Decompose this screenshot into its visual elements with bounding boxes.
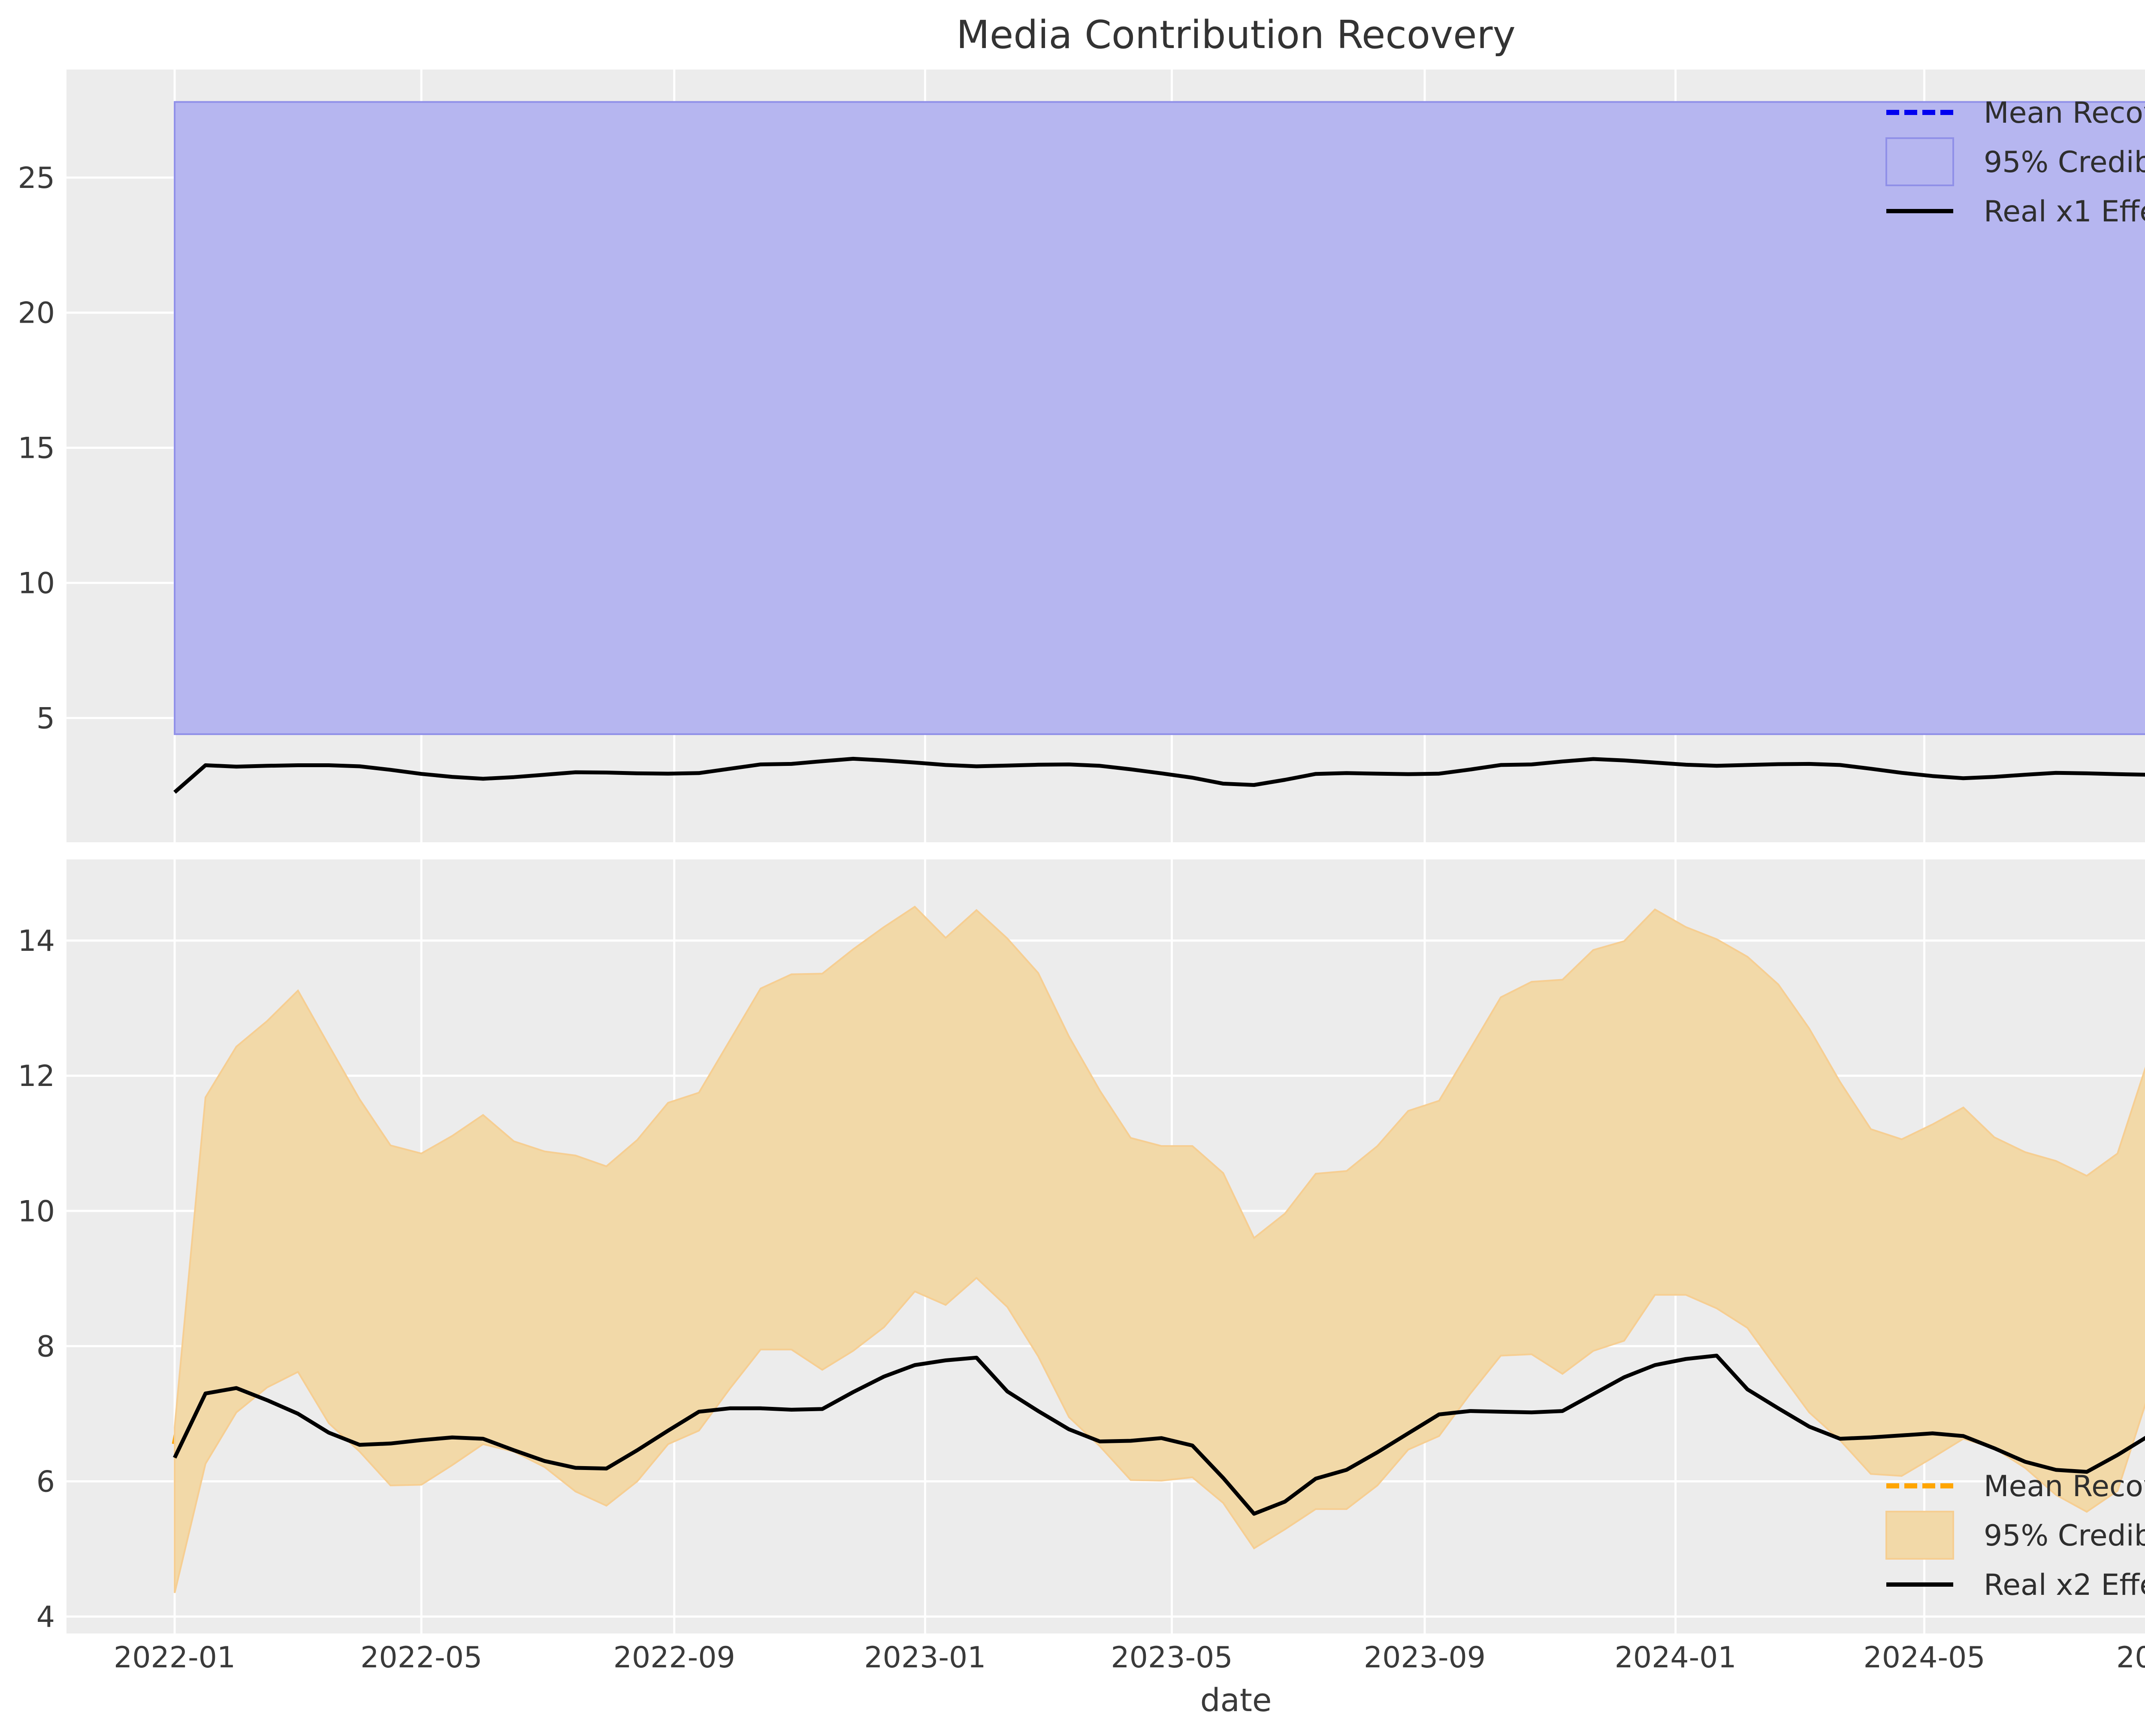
y-tick-label: 10 [18,1195,55,1228]
x-tick-label: 2024-05 [1863,1641,1985,1675]
x-tick-label: 2022-01 [114,1641,236,1675]
y-tick-label: 4 [36,1600,55,1634]
y-tick-label: 20 [18,296,55,330]
y-tick-label: 10 [18,566,55,600]
y-tick-label: 14 [18,924,55,958]
y-tick-label: 12 [18,1059,55,1093]
y-tick-label: 6 [36,1465,55,1499]
legend-label: 95% Credible Interval [1984,145,2145,179]
legend-label: Mean Recover x1 Effect [1984,96,2145,130]
top-plot: 5 10 15 20 25 Mean Recover x1 Effect 95% Credi… [18,70,2145,842]
x-tick-label: 2023-01 [864,1641,986,1675]
legend-label: 95% Credible Interval [1984,1519,2145,1553]
x-tick-label: 2023-09 [1364,1641,1486,1675]
legend-label: Real x1 Effect [1984,195,2145,229]
legend-label: Real x2 Effect [1984,1568,2145,1602]
x-tick-label: 2024-01 [1615,1641,1737,1675]
real-x1-effect-line [173,756,2145,794]
page-title: Media Contribution Recovery [956,12,1516,57]
real-x2-effect-line [173,1354,2145,1516]
x-tick-label: 2022-09 [613,1641,735,1675]
x-tick-label: 2022-05 [360,1641,482,1675]
y-tick-label: 25 [18,161,55,195]
x-axis-label: date [1200,1682,1272,1719]
y-tick-label: 5 [36,702,55,735]
x-tick-label: 2023-05 [1111,1641,1233,1675]
credible-interval-band [174,101,2145,735]
x-tick-label: 2024-09 [2116,1641,2145,1675]
legend-band-swatch [1885,137,1954,186]
credible-interval-band [174,905,2145,1593]
bottom-plot: 4 6 8 10 12 14 Mean Recover x2 Effect 95% Credi… [18,859,2145,1634]
legend-band-swatch [1885,1511,1954,1560]
y-tick-label: 15 [18,432,55,466]
y-tick-label: 8 [36,1330,55,1364]
legend-label: Mean Recover x2 Effect [1984,1470,2145,1503]
